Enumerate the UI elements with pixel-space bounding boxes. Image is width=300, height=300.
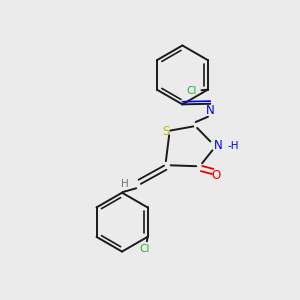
Text: N: N [214, 139, 223, 152]
Text: O: O [212, 169, 221, 182]
Text: N: N [206, 104, 215, 117]
Text: Cl: Cl [186, 86, 197, 96]
Text: S: S [163, 125, 170, 138]
Text: Cl: Cl [140, 244, 150, 254]
Text: H: H [121, 179, 128, 189]
Text: -H: -H [227, 141, 238, 151]
